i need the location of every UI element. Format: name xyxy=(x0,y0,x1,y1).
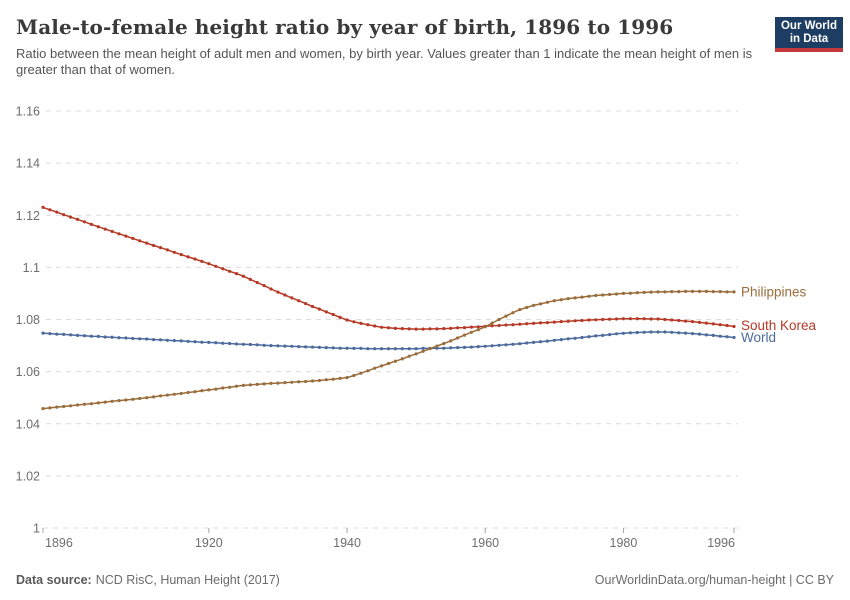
series-line-south-korea xyxy=(42,206,735,330)
series-label-south-korea[interactable]: South Korea xyxy=(741,318,817,333)
page-subtitle: Ratio between the mean height of adult m… xyxy=(16,46,753,77)
footer-license-link[interactable]: OurWorldinData.org/human-height | CC BY xyxy=(594,573,834,587)
chart-footer: Data source: NCD RisC, Human Height (2017… xyxy=(16,573,834,587)
series-philippines xyxy=(41,289,736,411)
x-axis-tick-label: 1920 xyxy=(195,536,223,550)
y-axis-tick-label: 1 xyxy=(33,522,40,536)
page-title: Male-to-female height ratio by year of b… xyxy=(16,15,674,39)
y-axis-tick-label: 1.02 xyxy=(16,469,40,483)
owid-logo-line2: in Data xyxy=(789,33,829,45)
series-label-philippines[interactable]: Philippines xyxy=(741,284,807,299)
x-axis-tick-label: 1940 xyxy=(333,536,361,550)
height-ratio-line-chart: 1 1.02 1.04 1.06 1.08 1.1 1.12 1.14 1.16 1896 1920… xyxy=(16,105,817,551)
y-axis-tick-label: 1.1 xyxy=(23,261,40,275)
x-axis-tick-label: 1960 xyxy=(471,536,499,550)
series-label-world[interactable]: World xyxy=(741,330,776,345)
footer-datasource: Data source: NCD RisC, Human Height (2017… xyxy=(16,573,280,587)
x-axis-tick-label: 1980 xyxy=(610,536,638,550)
datasource-value: NCD RisC, Human Height (2017) xyxy=(95,573,280,587)
chart-area: 1 1.02 1.04 1.06 1.08 1.1 1.12 1.14 1.16 1896 1920… xyxy=(0,90,850,560)
y-axis-tick-label: 1.06 xyxy=(16,365,40,379)
chart-header: Male-to-female height ratio by year of b… xyxy=(16,14,761,78)
y-axis-tick-label: 1.08 xyxy=(16,313,40,327)
series-world xyxy=(41,330,736,351)
y-axis-tick-label: 1.04 xyxy=(16,417,40,431)
datasource-label: Data source: xyxy=(16,573,92,587)
y-axis-tick-label: 1.14 xyxy=(16,157,40,171)
x-axis-tick-label: 1996 xyxy=(707,536,735,550)
x-axis-tick-label: 1896 xyxy=(45,536,73,550)
y-axis-tick-label: 1.16 xyxy=(16,105,40,119)
owid-logo[interactable]: Our World in Data xyxy=(775,17,843,52)
y-axis-tick-label: 1.12 xyxy=(16,209,40,223)
owid-logo-line1: Our World xyxy=(780,20,837,32)
series-south-korea xyxy=(41,205,736,331)
